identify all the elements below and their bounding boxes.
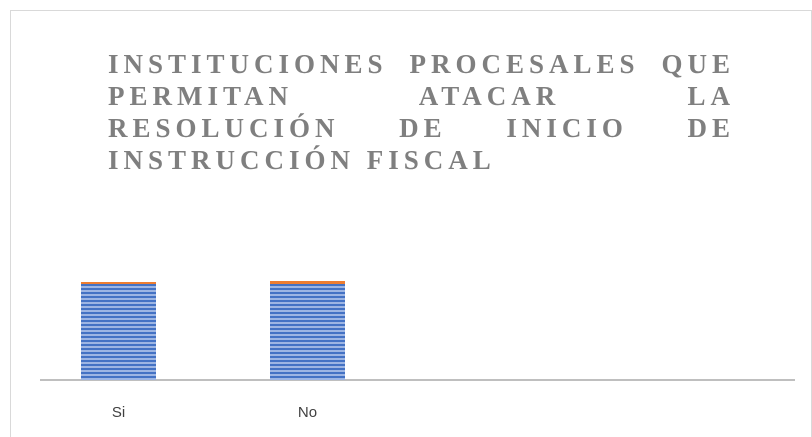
bar-segment [270, 284, 345, 380]
bar-segment [270, 281, 345, 284]
chart-title: INSTITUCIONES PROCESALES QUE PERMITAN AT… [108, 49, 735, 175]
bar-segment [81, 284, 156, 380]
x-tick-label: No [298, 404, 317, 421]
bar-segment [81, 282, 156, 284]
x-tick-label: Si [112, 404, 125, 421]
